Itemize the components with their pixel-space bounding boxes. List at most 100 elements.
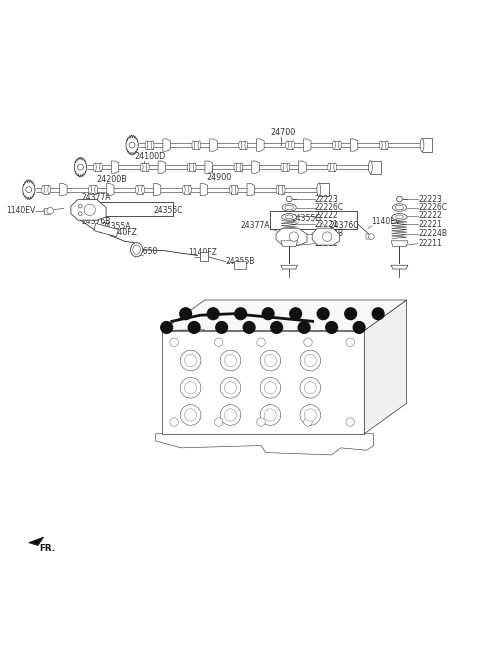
Text: 24100D: 24100D	[134, 151, 166, 161]
Polygon shape	[281, 265, 298, 269]
Ellipse shape	[189, 186, 192, 194]
Text: FR.: FR.	[39, 544, 55, 553]
Polygon shape	[23, 180, 35, 200]
Ellipse shape	[151, 141, 154, 149]
Circle shape	[260, 350, 281, 371]
Polygon shape	[94, 223, 119, 237]
Circle shape	[47, 208, 53, 214]
Ellipse shape	[140, 163, 143, 171]
Text: 22226C: 22226C	[418, 203, 447, 212]
Text: 1140EV: 1140EV	[372, 217, 401, 226]
Polygon shape	[44, 208, 50, 214]
Ellipse shape	[182, 186, 185, 194]
Ellipse shape	[385, 141, 388, 149]
Text: 24700: 24700	[270, 128, 296, 137]
Text: 22212: 22212	[315, 239, 339, 248]
Polygon shape	[282, 163, 288, 171]
Ellipse shape	[285, 205, 293, 210]
Ellipse shape	[187, 163, 190, 171]
Circle shape	[180, 377, 201, 398]
Text: 22224B: 22224B	[418, 229, 447, 239]
Ellipse shape	[276, 186, 279, 194]
Bar	[79, 202, 173, 216]
Circle shape	[304, 409, 316, 421]
Polygon shape	[189, 163, 195, 171]
Ellipse shape	[135, 186, 138, 194]
Circle shape	[180, 405, 201, 425]
Circle shape	[170, 418, 179, 426]
Polygon shape	[281, 241, 298, 247]
Polygon shape	[247, 184, 254, 196]
Ellipse shape	[235, 186, 238, 194]
Polygon shape	[156, 434, 373, 455]
Ellipse shape	[142, 186, 144, 194]
Ellipse shape	[333, 141, 336, 149]
Polygon shape	[257, 139, 264, 151]
Ellipse shape	[379, 141, 382, 149]
Text: 22223: 22223	[418, 194, 442, 204]
Polygon shape	[319, 183, 329, 196]
Polygon shape	[364, 300, 407, 434]
Polygon shape	[312, 228, 339, 245]
Text: 22221: 22221	[315, 220, 339, 229]
Ellipse shape	[145, 141, 148, 149]
Circle shape	[300, 350, 321, 371]
Polygon shape	[193, 141, 199, 149]
Text: 39650: 39650	[134, 247, 158, 256]
Polygon shape	[371, 161, 381, 174]
Polygon shape	[163, 139, 170, 151]
Text: 22223: 22223	[315, 194, 339, 204]
Polygon shape	[366, 234, 372, 239]
Polygon shape	[142, 163, 148, 171]
Polygon shape	[252, 161, 259, 173]
Circle shape	[289, 307, 302, 321]
Circle shape	[352, 321, 366, 334]
Polygon shape	[287, 141, 293, 149]
Circle shape	[325, 321, 338, 334]
Polygon shape	[158, 161, 166, 173]
Circle shape	[257, 338, 265, 346]
Ellipse shape	[286, 141, 288, 149]
Circle shape	[304, 418, 312, 426]
Circle shape	[317, 307, 330, 321]
Polygon shape	[184, 186, 190, 194]
Ellipse shape	[392, 214, 407, 220]
Circle shape	[234, 307, 247, 321]
Polygon shape	[334, 141, 340, 149]
Ellipse shape	[48, 186, 51, 194]
Circle shape	[262, 307, 275, 321]
Circle shape	[300, 377, 321, 398]
Text: 24355A: 24355A	[101, 222, 131, 231]
Ellipse shape	[133, 245, 140, 254]
Ellipse shape	[89, 186, 92, 194]
Circle shape	[184, 409, 197, 421]
Circle shape	[78, 204, 82, 208]
Circle shape	[264, 354, 276, 367]
Circle shape	[242, 321, 256, 334]
Ellipse shape	[282, 186, 285, 194]
Circle shape	[346, 338, 354, 346]
Circle shape	[77, 164, 84, 170]
Polygon shape	[210, 139, 217, 151]
Circle shape	[323, 232, 332, 241]
Circle shape	[215, 418, 223, 426]
Text: 24377A: 24377A	[81, 193, 111, 202]
Circle shape	[184, 354, 197, 367]
Ellipse shape	[99, 163, 102, 171]
Ellipse shape	[282, 214, 297, 220]
Ellipse shape	[396, 215, 403, 219]
Circle shape	[304, 338, 312, 346]
Polygon shape	[276, 228, 307, 245]
Circle shape	[264, 409, 276, 421]
Circle shape	[369, 234, 374, 239]
Circle shape	[184, 381, 197, 394]
Polygon shape	[205, 161, 213, 173]
Ellipse shape	[286, 215, 293, 219]
Circle shape	[298, 321, 311, 334]
Circle shape	[270, 321, 283, 334]
Text: 24355G: 24355G	[291, 214, 322, 223]
Polygon shape	[137, 186, 143, 194]
Ellipse shape	[338, 141, 341, 149]
Text: 24377A: 24377A	[241, 221, 270, 230]
Polygon shape	[162, 300, 407, 330]
